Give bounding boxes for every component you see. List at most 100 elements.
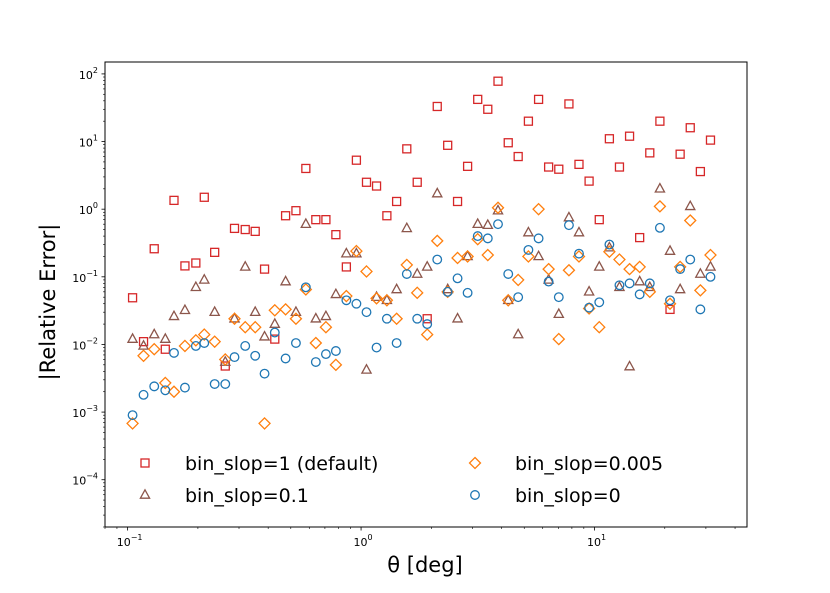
data-point: [218, 353, 232, 366]
data-point: [320, 349, 331, 360]
data-point: [442, 286, 453, 297]
data-point: [189, 333, 203, 347]
data-point: [127, 410, 138, 421]
data-point: [149, 244, 159, 254]
data-point: [391, 196, 402, 207]
data-point: [190, 280, 202, 292]
data-point: [382, 211, 392, 221]
series-triangle: [126, 182, 717, 374]
data-point: [370, 291, 383, 305]
data-point: [574, 248, 584, 259]
data-point: [240, 341, 251, 351]
data-point: [482, 218, 494, 230]
data-point: [179, 382, 190, 393]
data-point: [553, 292, 564, 303]
legend-marker: [470, 490, 480, 500]
data-point: [574, 159, 584, 170]
data-point: [360, 265, 373, 278]
data-point: [390, 282, 403, 294]
data-point: [594, 297, 605, 308]
data-point: [330, 287, 342, 299]
data-point: [623, 360, 636, 371]
data-point: [301, 163, 311, 174]
data-point: [280, 211, 291, 221]
data-point: [279, 275, 292, 286]
data-point: [178, 339, 192, 353]
data-point: [695, 166, 706, 177]
y-tick-label: 10−1: [72, 269, 98, 285]
data-point: [483, 104, 493, 114]
data-point: [604, 134, 615, 144]
data-point: [655, 116, 665, 126]
data-point: [410, 286, 424, 300]
data-point: [532, 202, 546, 216]
data-point: [248, 320, 262, 334]
data-point: [705, 271, 716, 282]
data-point: [451, 251, 464, 265]
data-point: [371, 342, 382, 353]
data-point: [704, 260, 717, 271]
y-tick-label: 101: [79, 134, 98, 150]
data-point: [491, 201, 505, 215]
legend-marker: [139, 488, 151, 499]
data-point: [250, 350, 261, 361]
data-point: [654, 182, 666, 193]
data-point: [169, 347, 179, 358]
data-point: [126, 416, 139, 430]
data-point: [430, 234, 444, 248]
data-point: [349, 244, 363, 258]
legend-item: bin_slop=0: [470, 485, 621, 507]
data-point: [432, 254, 443, 265]
data-point: [289, 312, 303, 326]
data-point: [401, 221, 413, 233]
data-point: [167, 385, 181, 399]
data-point: [228, 312, 241, 323]
data-point: [339, 289, 353, 303]
data-point: [675, 264, 686, 275]
data-point: [229, 352, 240, 363]
data-point: [148, 328, 160, 339]
data-point: [250, 226, 260, 237]
data-point: [654, 222, 665, 233]
data-point: [401, 269, 412, 279]
data-point: [380, 293, 394, 307]
data-point: [341, 262, 352, 272]
data-point: [341, 295, 352, 306]
data-point: [633, 275, 646, 286]
legend-marker: [140, 458, 150, 468]
data-point: [532, 249, 545, 261]
data-point: [513, 292, 524, 303]
data-point: [664, 244, 676, 255]
data-point: [613, 253, 626, 266]
data-point: [513, 151, 523, 162]
data-point: [604, 239, 615, 250]
data-point: [361, 307, 372, 318]
data-point: [270, 334, 280, 344]
data-point: [300, 217, 312, 229]
y-tick-label: 102: [79, 66, 98, 82]
data-point: [543, 162, 554, 172]
data-point: [370, 290, 383, 302]
legend-item: bin_slop=0.005: [468, 453, 663, 475]
data-point: [420, 328, 434, 341]
data-point: [390, 312, 404, 326]
data-point: [126, 332, 139, 343]
data-point: [493, 219, 503, 230]
data-point: [431, 187, 443, 198]
data-point: [563, 220, 574, 231]
y-axis-label: |Relative Error|: [36, 224, 61, 381]
data-point: [160, 344, 170, 354]
data-point: [673, 260, 687, 274]
data-point: [340, 247, 353, 258]
x-axis-label: θ [deg]: [387, 553, 463, 577]
data-point: [523, 116, 534, 126]
data-point: [169, 195, 179, 206]
data-point: [268, 303, 282, 317]
data-point: [137, 339, 150, 350]
data-point: [695, 304, 706, 315]
data-point: [683, 214, 697, 227]
data-point: [209, 379, 220, 389]
data-point: [584, 176, 594, 186]
data-point: [602, 245, 616, 259]
data-point: [191, 258, 201, 268]
